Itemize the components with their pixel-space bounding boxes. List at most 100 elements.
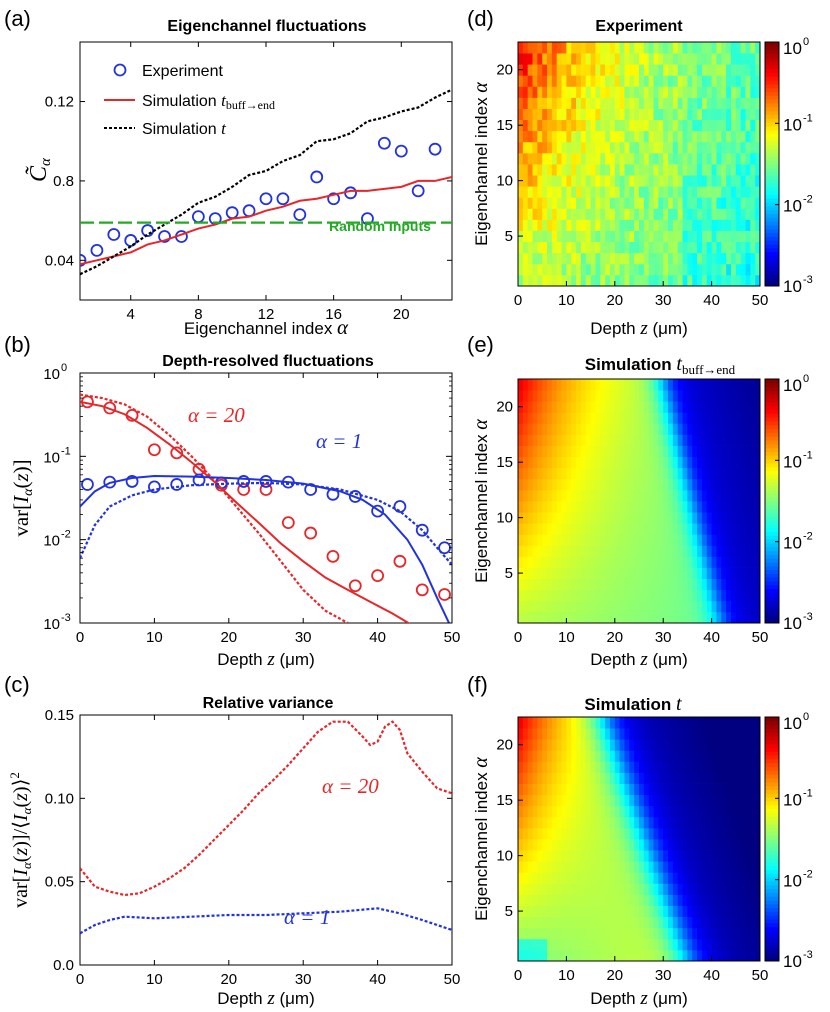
- e-heat-cell: [547, 445, 553, 458]
- f-heat-cell: [576, 905, 582, 918]
- d-heat-cell: [634, 141, 640, 154]
- f-heat-cell: [585, 850, 591, 862]
- f-cbar-swatch: [765, 766, 779, 771]
- e-cbar-swatch: [765, 459, 779, 464]
- e-heat-cell: [639, 434, 645, 446]
- e-heat-cell: [614, 501, 621, 513]
- d-heat-cell: [730, 219, 737, 231]
- f-heat-cell: [721, 883, 727, 895]
- d-heat-cell: [600, 175, 606, 187]
- e-heat-cell: [643, 390, 650, 402]
- f-heat-cell: [600, 938, 606, 951]
- e-heat-cell: [537, 412, 543, 424]
- d-heat-cell: [585, 97, 591, 109]
- f-heat-cell: [668, 894, 674, 906]
- f-heat-cell: [585, 750, 591, 762]
- d-heat-cell: [750, 75, 756, 87]
- f-heat-cell: [576, 883, 582, 895]
- e-heat-cell: [658, 589, 664, 602]
- f-heat-cell: [571, 839, 577, 851]
- f-heat-cell: [701, 927, 708, 940]
- d-heat-cell: [643, 108, 650, 121]
- f-heat-cell: [726, 783, 732, 796]
- f-heat-cell: [711, 816, 717, 829]
- e-heat-cell: [643, 578, 650, 591]
- d-heat-cell: [556, 164, 562, 176]
- f-heat-cell: [624, 839, 630, 851]
- e-heat-cell: [730, 456, 737, 469]
- f-heat-cell: [547, 872, 553, 884]
- f-heat-cell: [755, 883, 761, 895]
- e-heat-cell: [532, 556, 538, 568]
- d-heat-cell: [706, 230, 712, 243]
- f-heat-cell: [522, 883, 529, 895]
- f-heat-cell: [648, 938, 654, 951]
- f-heat-cell: [624, 905, 630, 918]
- d-heat-cell: [590, 53, 596, 65]
- d-cbar-swatch: [765, 133, 779, 138]
- d-heat-cell: [551, 175, 558, 187]
- f-heat-cell: [605, 728, 611, 740]
- panel-a-marks: [80, 88, 452, 276]
- f-heat-cell: [527, 883, 533, 895]
- e-heat-cell: [561, 556, 567, 568]
- e-heat-cell: [527, 567, 533, 580]
- d-heat-cell: [624, 152, 630, 165]
- d-heat-cell: [701, 97, 708, 109]
- e-heat-cell: [697, 534, 703, 546]
- f-cbar-tick-label: 10: [783, 952, 802, 971]
- d-heat-cell: [556, 175, 562, 187]
- f-heat-cell: [634, 883, 640, 895]
- e-heat-cell: [605, 434, 611, 446]
- d-heat-cell: [634, 152, 640, 165]
- d-heat-cell: [634, 108, 640, 121]
- d-heat-cell: [576, 263, 582, 276]
- e-heat-cell: [551, 423, 558, 435]
- e-heat-cell: [624, 545, 630, 557]
- f-heat-cell: [609, 883, 616, 895]
- e-heat-cell: [706, 467, 712, 480]
- e-heat-cell: [668, 401, 674, 413]
- f-heat-cell: [745, 861, 751, 873]
- f-heat-cell: [566, 739, 572, 751]
- f-cbar-swatch: [765, 938, 779, 943]
- f-heat-cell: [619, 850, 625, 862]
- f-heat-cell: [735, 938, 742, 951]
- f-heat-cell: [726, 761, 732, 773]
- e-heat-cell: [677, 478, 683, 491]
- f-heat-cell: [527, 728, 533, 740]
- d-heat-cell: [527, 263, 533, 276]
- d-heat-cell: [677, 152, 683, 165]
- f-heat-cell: [745, 739, 751, 751]
- f-heat-cell: [527, 839, 533, 851]
- f-heat-cell: [706, 872, 712, 884]
- f-heat-cell: [527, 850, 533, 862]
- e-heat-cell: [566, 534, 572, 546]
- d-heat-cell: [653, 64, 659, 76]
- d-heat-cell: [561, 86, 567, 98]
- d-heat-cell: [532, 75, 538, 87]
- f-heat-cell: [697, 739, 703, 751]
- e-heat-cell: [663, 445, 669, 458]
- e-heat-cell: [745, 545, 751, 557]
- d-heat-cell: [716, 186, 722, 198]
- f-heat-cell: [537, 938, 543, 951]
- f-heat-cell: [639, 761, 645, 773]
- f-heat-cell: [692, 938, 698, 951]
- d-heat-cell: [590, 130, 596, 143]
- d-heat-cell: [527, 197, 533, 209]
- e-heat-cell: [745, 501, 751, 513]
- e-heat-cell: [658, 401, 664, 413]
- f-heat-cell: [537, 927, 543, 940]
- d-heat-cell: [585, 108, 591, 121]
- d-heat-cell: [721, 208, 727, 220]
- e-heat-cell: [600, 600, 606, 613]
- e-heat-cell: [532, 578, 538, 591]
- f-heat-cell: [571, 927, 577, 940]
- d-heat-cell: [726, 108, 732, 121]
- f-cbar-swatch: [765, 865, 779, 870]
- d-heat-cell: [634, 86, 640, 98]
- f-cbar-swatch: [765, 797, 779, 802]
- f-heat-cell: [658, 883, 664, 895]
- f-heat-cell: [658, 805, 664, 818]
